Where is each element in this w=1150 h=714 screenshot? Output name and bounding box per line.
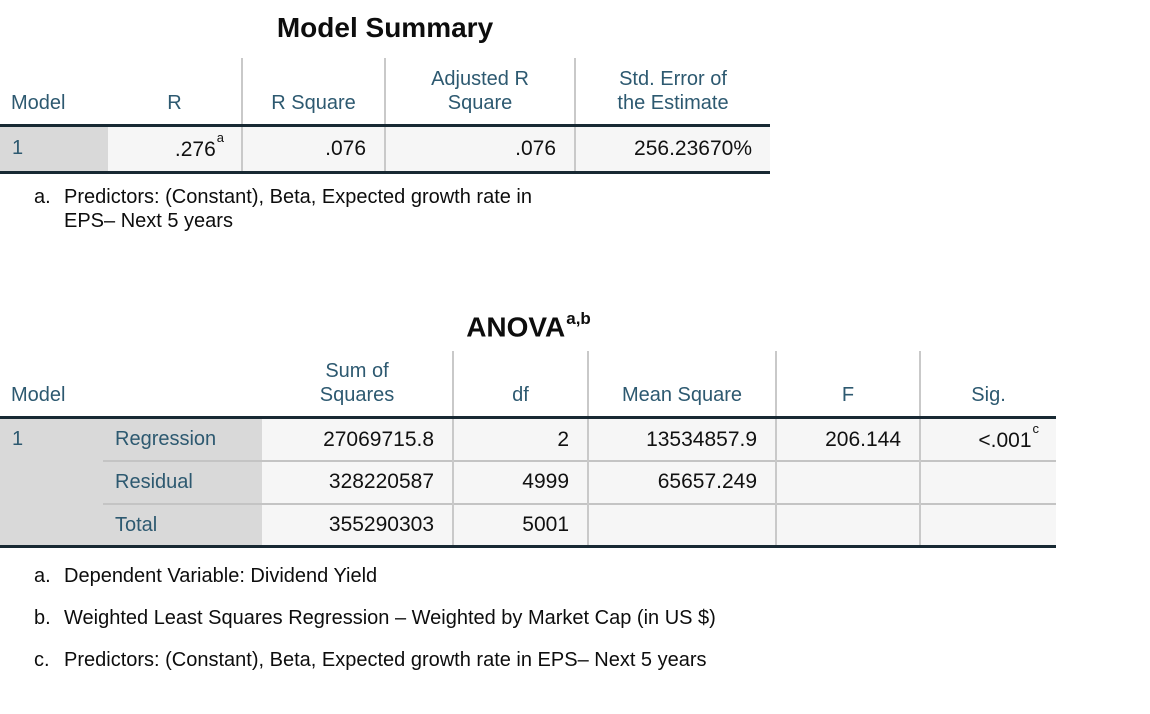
footnote-marker: b. bbox=[34, 607, 51, 630]
footnote-text: Weighted Least Squares Regression – Weig… bbox=[64, 607, 716, 630]
anova-regression-ss: 27069715.8 bbox=[262, 417, 454, 461]
anova-col-f: F bbox=[775, 350, 921, 420]
anova-residual-f bbox=[775, 459, 921, 504]
ms-r-square-value: .076 bbox=[241, 125, 385, 172]
anova-col-model: Model bbox=[0, 350, 263, 420]
ms-col-r: R bbox=[108, 58, 242, 127]
anova-row-residual: Residual 328220587 4999 65657.249 bbox=[0, 459, 1057, 504]
anova-footnotes: a. Dependent Variable: Dividend Yield b.… bbox=[0, 564, 1150, 672]
anova-row-label: Total bbox=[103, 502, 263, 547]
anova-regression-sig: <.001c bbox=[919, 417, 1057, 461]
anova-sig-footnote-mark: c bbox=[1032, 420, 1040, 436]
ms-adjusted-r-square-value: .076 bbox=[384, 125, 575, 172]
footnote-marker: c. bbox=[34, 649, 50, 672]
anova-row-regression: 1 Regression 27069715.8 2 13534857.9 206… bbox=[0, 417, 1057, 547]
anova-residual-sig bbox=[919, 459, 1057, 504]
model-summary-data-row: 1 .276a .076 .076 256.23670% bbox=[0, 125, 770, 172]
anova-row-total: Total 355290303 5001 bbox=[0, 502, 1057, 547]
model-summary-table: Model R R Square Adjusted R Square Std. … bbox=[0, 58, 770, 174]
model-summary-title: Model Summary bbox=[276, 12, 494, 43]
anova-residual-ms: 65657.249 bbox=[587, 459, 777, 504]
anova-footnote-b: b. Weighted Least Squares Regression – W… bbox=[34, 606, 1150, 630]
anova-total-sig bbox=[919, 502, 1057, 547]
footnote-marker: a. bbox=[34, 185, 51, 208]
anova-section: ANOVAa,b Model Sum of Squares df Mean Sq… bbox=[0, 305, 1150, 673]
anova-total-ss: 355290303 bbox=[262, 502, 454, 547]
anova-regression-df: 2 bbox=[452, 417, 589, 461]
anova-residual-ss: 328220587 bbox=[262, 459, 454, 504]
anova-col-df: df bbox=[452, 350, 589, 420]
anova-header-row: Model Sum of Squares df Mean Square F Si… bbox=[0, 350, 1057, 420]
ms-col-adjusted-r-square: Adjusted R Square bbox=[384, 58, 575, 127]
anova-total-df: 5001 bbox=[452, 502, 589, 547]
model-summary-footnote-a: a. Predictors: (Constant), Beta, Expecte… bbox=[34, 185, 1150, 233]
anova-row-label: Regression bbox=[103, 417, 263, 461]
ms-col-std-error: Std. Error of the Estimate bbox=[574, 58, 770, 127]
anova-footnote-c: c. Predictors: (Constant), Beta, Expecte… bbox=[34, 648, 1150, 672]
anova-title: ANOVAa,b bbox=[466, 308, 591, 342]
anova-col-sig: Sig. bbox=[919, 350, 1057, 420]
anova-total-f bbox=[775, 502, 921, 547]
ms-col-model: Model bbox=[0, 58, 108, 127]
anova-model-number: 1 bbox=[0, 417, 103, 547]
footnote-marker: a. bbox=[34, 565, 51, 588]
anova-col-mean-square: Mean Square bbox=[587, 350, 777, 420]
model-summary-header-row: Model R R Square Adjusted R Square Std. … bbox=[0, 58, 770, 127]
model-summary-section: Model Summary Model R R Square Adjusted … bbox=[0, 0, 1150, 233]
footnote-text: Predictors: (Constant), Beta, Expected g… bbox=[64, 185, 532, 232]
ms-r-value: .276a bbox=[108, 125, 242, 172]
ms-r-footnote-mark: a bbox=[216, 129, 224, 145]
anova-row-label: Residual bbox=[103, 459, 263, 504]
anova-col-sum-of-squares: Sum of Squares bbox=[262, 350, 454, 420]
anova-regression-ms: 13534857.9 bbox=[587, 417, 777, 461]
anova-table: Model Sum of Squares df Mean Square F Si… bbox=[0, 350, 1057, 549]
anova-residual-df: 4999 bbox=[452, 459, 589, 504]
anova-total-ms bbox=[587, 502, 777, 547]
ms-col-r-square: R Square bbox=[241, 58, 385, 127]
footnote-text: Dependent Variable: Dividend Yield bbox=[64, 565, 378, 588]
anova-footnote-a: a. Dependent Variable: Dividend Yield bbox=[34, 564, 1150, 588]
ms-model-number: 1 bbox=[0, 125, 108, 172]
ms-std-error-value: 256.23670% bbox=[574, 125, 770, 172]
footnote-text: Predictors: (Constant), Beta, Expected g… bbox=[64, 649, 707, 672]
anova-regression-f: 206.144 bbox=[775, 417, 921, 461]
anova-title-footnote-marks: a,b bbox=[566, 308, 591, 328]
